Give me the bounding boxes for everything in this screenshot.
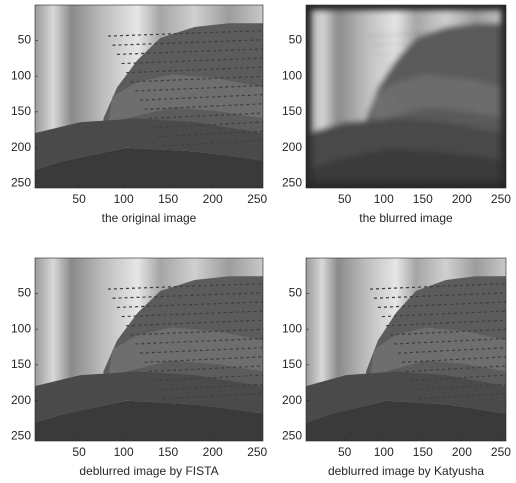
y-tick-label: 200: [11, 140, 31, 154]
x-tick-label: 100: [114, 192, 134, 206]
figure: 50 100 150 200 250 50 100 150 200 250 the original…: [0, 0, 516, 483]
x-axis-label: deblurred image by Katyusha: [328, 464, 484, 478]
x-tick-label: 150: [158, 445, 178, 459]
y-tick-label: 150: [282, 357, 302, 371]
x-tick-label: 100: [374, 445, 394, 459]
x-axis-label: the blurred image: [359, 211, 453, 225]
x-tick-label: 150: [413, 445, 433, 459]
image-content: [306, 5, 506, 188]
x-tick-label: 100: [374, 192, 394, 206]
y-tick-label: 250: [11, 429, 31, 443]
y-tick-label: 50: [289, 286, 303, 300]
x-tick-label: 50: [72, 192, 86, 206]
y-tick-label: 200: [282, 393, 302, 407]
x-tick-label: 100: [114, 445, 134, 459]
image: [35, 5, 263, 188]
x-tick-label: 250: [247, 445, 267, 459]
y-tick-label: 250: [282, 176, 302, 190]
image: [306, 258, 506, 441]
image-content: [35, 258, 263, 441]
y-tick-label: 100: [11, 321, 31, 335]
x-tick-label: 200: [452, 192, 472, 206]
x-axis-label: the original image: [102, 211, 197, 225]
y-tick-label: 150: [282, 104, 302, 118]
y-tick-label: 150: [11, 357, 31, 371]
x-tick-label: 150: [413, 192, 433, 206]
y-tick-label: 100: [282, 68, 302, 82]
y-tick-label: 100: [11, 68, 31, 82]
x-tick-label: 250: [491, 192, 511, 206]
x-tick-label: 250: [247, 192, 267, 206]
image-content: [35, 5, 263, 188]
x-tick-label: 200: [203, 192, 223, 206]
x-tick-label: 50: [338, 445, 352, 459]
y-tick-label: 150: [11, 104, 31, 118]
y-tick-label: 50: [18, 286, 32, 300]
x-tick-label: 150: [158, 192, 178, 206]
x-tick-label: 50: [72, 445, 86, 459]
x-tick-label: 250: [491, 445, 511, 459]
y-tick-label: 250: [11, 176, 31, 190]
x-tick-label: 200: [203, 445, 223, 459]
image-content: [306, 258, 506, 441]
image: [35, 258, 263, 441]
y-tick-label: 200: [11, 393, 31, 407]
image: [306, 5, 506, 188]
x-axis-label: deblurred image by FISTA: [79, 464, 218, 478]
y-tick-label: 50: [289, 33, 303, 47]
y-tick-label: 100: [282, 321, 302, 335]
y-tick-label: 200: [282, 140, 302, 154]
y-tick-label: 250: [282, 429, 302, 443]
x-tick-label: 200: [452, 445, 472, 459]
x-tick-label: 50: [338, 192, 352, 206]
y-tick-label: 50: [18, 33, 32, 47]
